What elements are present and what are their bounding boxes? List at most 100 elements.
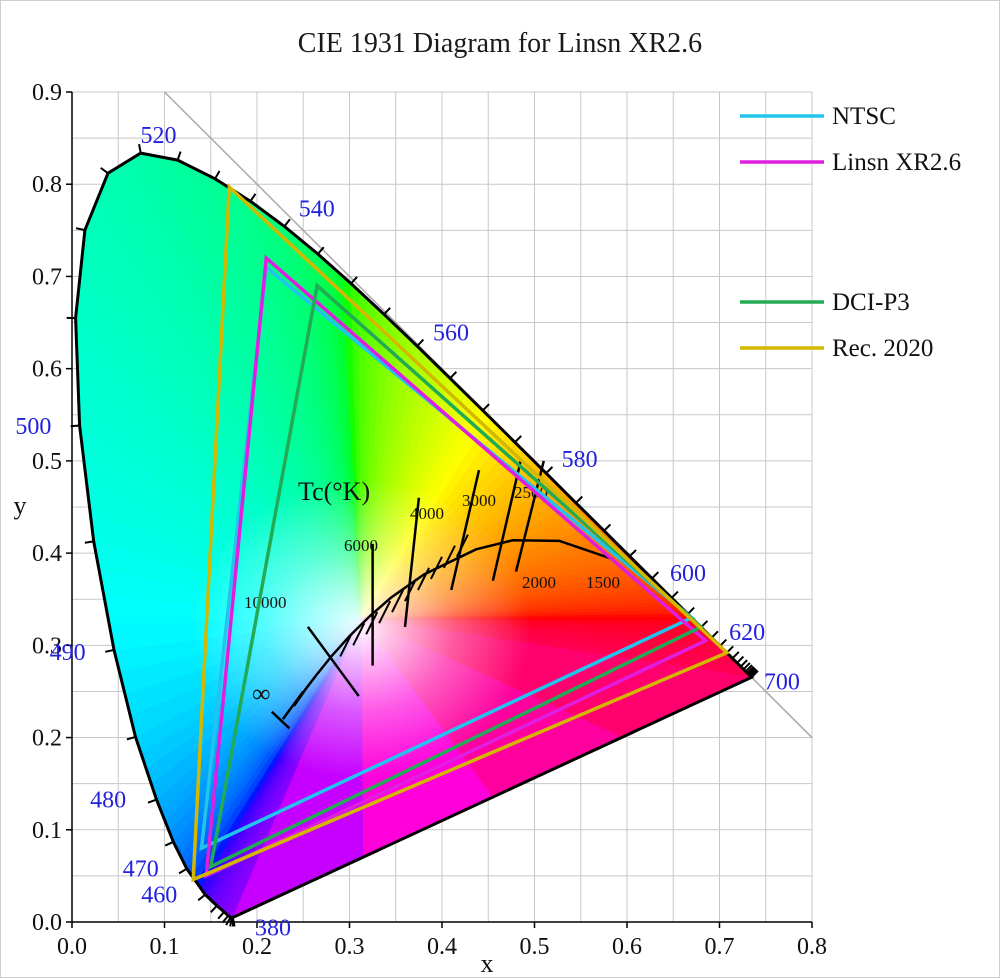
locus-outline bbox=[74, 151, 755, 920]
wavelength-label-480: 480 bbox=[90, 787, 126, 813]
cct-label-10000: 10000 bbox=[244, 593, 287, 612]
locus-tick bbox=[747, 666, 756, 675]
isotherm-line bbox=[403, 497, 421, 628]
locus-tick bbox=[449, 371, 458, 379]
planckian-curve bbox=[292, 539, 615, 707]
isotherm-line bbox=[491, 460, 522, 582]
locus-tick bbox=[416, 338, 425, 347]
locus-tick bbox=[740, 659, 748, 668]
locus-tick bbox=[214, 170, 221, 180]
locus-tick bbox=[84, 540, 94, 544]
locus-tick bbox=[687, 606, 695, 615]
legend-label-rec-2020: Rec. 2020 bbox=[832, 335, 933, 362]
locus-tick bbox=[75, 227, 86, 232]
locus-tick bbox=[731, 651, 740, 660]
legend-label-linsn-xr2-6: Linsn XR2.6 bbox=[832, 149, 961, 176]
wavelength-label-500: 500 bbox=[15, 414, 51, 440]
locus-tick bbox=[670, 590, 679, 599]
locus-tick bbox=[514, 435, 522, 443]
locus-tick bbox=[350, 276, 358, 285]
locus-tick bbox=[317, 246, 325, 255]
locus-tick bbox=[225, 916, 232, 926]
x-tick-label: 0.0 bbox=[57, 934, 87, 960]
y-tick-label: 0.9 bbox=[32, 80, 62, 106]
gamut-rec-2020 bbox=[191, 183, 731, 883]
cct-label-2000: 2000 bbox=[522, 573, 556, 592]
wavelength-label-380: 380 bbox=[255, 915, 291, 941]
gamut-linsn-xr2-6 bbox=[204, 254, 709, 879]
locus-tick bbox=[164, 841, 174, 847]
locus-tick bbox=[283, 218, 291, 227]
wavelength-label-580: 580 bbox=[562, 447, 598, 473]
isotherm-tick bbox=[417, 567, 430, 591]
locus-tick bbox=[746, 665, 755, 674]
cct-label-1500: 1500 bbox=[586, 573, 620, 592]
spectral-locus bbox=[66, 144, 759, 927]
cct-label-3000: 3000 bbox=[462, 491, 496, 510]
y-tick-label: 0.5 bbox=[32, 449, 62, 475]
locus-tick bbox=[147, 798, 157, 804]
y-tick-label: 0.0 bbox=[32, 910, 62, 936]
y-tick-label: 0.1 bbox=[32, 818, 62, 844]
y-tick-label: 0.7 bbox=[32, 264, 62, 290]
x-tick-label: 0.5 bbox=[520, 934, 550, 960]
wavelength-label-520: 520 bbox=[140, 123, 176, 149]
locus-tick bbox=[176, 151, 182, 161]
gamut-triangles bbox=[191, 183, 731, 883]
gamut-dci-p3 bbox=[208, 282, 705, 870]
locus-tick bbox=[710, 630, 719, 639]
locus-tick bbox=[100, 167, 109, 174]
locus-tick bbox=[126, 735, 136, 741]
infinity-bar bbox=[281, 690, 305, 720]
locus-tick bbox=[383, 307, 391, 316]
locus-tick bbox=[651, 571, 660, 580]
locus-tick bbox=[197, 893, 206, 902]
locus-tick bbox=[575, 495, 583, 504]
locus-tick bbox=[178, 867, 188, 875]
x-tick-label: 0.6 bbox=[612, 934, 642, 960]
wavelength-label-560: 560 bbox=[433, 321, 469, 347]
locus-tick bbox=[545, 466, 554, 474]
legend-label-ntsc: NTSC bbox=[832, 103, 896, 130]
y-tick-label: 0.8 bbox=[32, 172, 62, 198]
wavelength-label-700: 700 bbox=[764, 670, 800, 696]
y-tick-label: 0.6 bbox=[32, 357, 62, 383]
locus-tick bbox=[750, 670, 759, 678]
x-tick-label: 0.8 bbox=[797, 934, 827, 960]
isotherm-line bbox=[306, 626, 360, 697]
locus-tick bbox=[249, 193, 257, 202]
axes: 0.0 0.1 0.2 0.3 0.4 0.5 0.6 0.7 0.8 0.0 0.1 0.2 0.3 0… bbox=[14, 80, 828, 978]
locus-tick bbox=[603, 523, 612, 532]
locus-tick bbox=[628, 549, 637, 558]
chart-title: CIE 1931 Diagram for Linsn XR2.6 bbox=[297, 28, 703, 59]
y-tick-label: 0.3 bbox=[32, 633, 62, 659]
isotherm-line bbox=[450, 469, 481, 591]
tc-axis-label: Tc(°K) bbox=[298, 477, 370, 506]
isotherm-tick bbox=[352, 622, 366, 646]
wavelength-label-470: 470 bbox=[123, 857, 159, 883]
y-tick-label: 0.4 bbox=[32, 541, 62, 567]
x-tick-label: 0.2 bbox=[242, 934, 272, 960]
y-axis-label: y bbox=[14, 491, 27, 520]
wavelength-label-600: 600 bbox=[670, 561, 706, 587]
isotherm-tick bbox=[378, 600, 392, 624]
isotherm-tick bbox=[430, 556, 443, 580]
legend: NTSC Linsn XR2.6 DCI-P3 Rec. 2020 bbox=[740, 103, 961, 362]
isotherm-tick bbox=[455, 534, 469, 558]
x-tick-label: 0.1 bbox=[150, 934, 180, 960]
isotherm-tick bbox=[404, 578, 417, 602]
y-tick-label: 0.2 bbox=[32, 726, 62, 752]
x-tick-label: 0.4 bbox=[427, 934, 457, 960]
wavelength-label-490: 490 bbox=[50, 640, 86, 666]
x-tick-label: 0.3 bbox=[335, 934, 365, 960]
locus-tick bbox=[104, 648, 115, 653]
locus-tick bbox=[138, 144, 142, 154]
cct-label-6000: 6000 bbox=[344, 536, 378, 555]
cct-label-4000: 4000 bbox=[410, 504, 444, 523]
isotherm-tick bbox=[339, 633, 353, 657]
legend-label-dci-p3: DCI-P3 bbox=[832, 289, 910, 316]
wavelength-label-540: 540 bbox=[299, 197, 335, 223]
locus-tick bbox=[744, 664, 753, 673]
